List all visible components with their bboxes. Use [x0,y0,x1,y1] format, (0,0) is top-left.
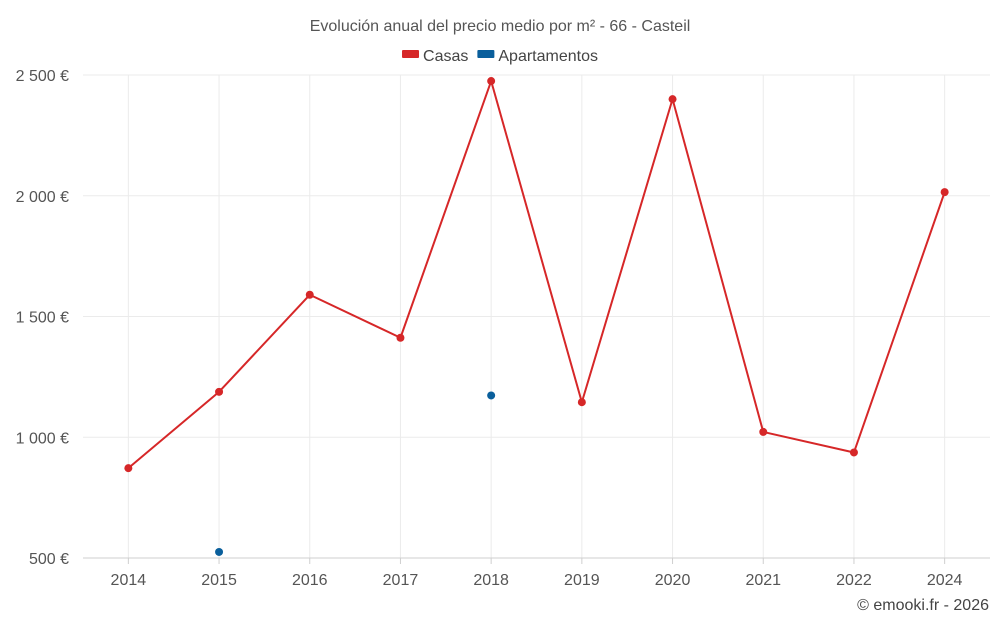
x-tick-label: 2019 [564,572,600,589]
x-tick-label: 2024 [927,572,963,589]
y-tick-label: 1 000 € [16,430,69,447]
x-tick-label: 2021 [745,572,781,589]
data-point[interactable] [305,290,314,299]
y-tick-label: 500 € [29,551,69,568]
y-tick-label: 2 000 € [16,189,69,206]
credit-text: © emooki.fr - 2026 [857,597,989,614]
data-point[interactable] [396,333,405,342]
data-point[interactable] [215,387,224,396]
x-tick-label: 2015 [201,572,237,589]
data-point[interactable] [215,547,224,556]
series-apartamentos [215,391,496,556]
x-tick-label: 2018 [473,572,509,589]
x-tick-label: 2016 [292,572,328,589]
data-point[interactable] [124,464,133,473]
legend-item[interactable]: Casas [402,48,468,65]
data-point[interactable] [487,391,496,400]
x-tick-label: 2017 [383,572,419,589]
series-casas [124,77,949,473]
series-line [127,80,946,469]
data-point[interactable] [487,77,496,86]
x-tick-label: 2014 [111,572,147,589]
data-point[interactable] [759,427,768,436]
y-axis: 500 € 1 000 € 1 500 € 2 000 € 2 500 € [16,68,990,568]
y-tick-label: 1 500 € [16,310,69,327]
grid-lines [83,74,990,558]
data-point[interactable] [849,448,858,457]
legend-swatch [477,50,495,58]
data-point[interactable] [577,398,586,407]
data-point[interactable] [668,95,677,104]
legend-label: Casas [423,48,468,65]
x-tick-label: 2022 [836,572,872,589]
x-tick-label: 2020 [655,572,691,589]
chart-title: Evolución anual del precio medio por m² … [310,18,691,35]
legend-label: Apartamentos [498,48,598,65]
legend-swatch [402,50,420,58]
legend-item[interactable]: Apartamentos [477,48,598,65]
legend: Casas Apartamentos [402,48,598,65]
x-axis: 2014 2015 2016 2017 2018 2019 2020 2021 2022 2024 [111,558,963,589]
series-layer [124,77,949,556]
y-tick-label: 2 500 € [16,68,69,85]
data-point[interactable] [940,188,949,197]
